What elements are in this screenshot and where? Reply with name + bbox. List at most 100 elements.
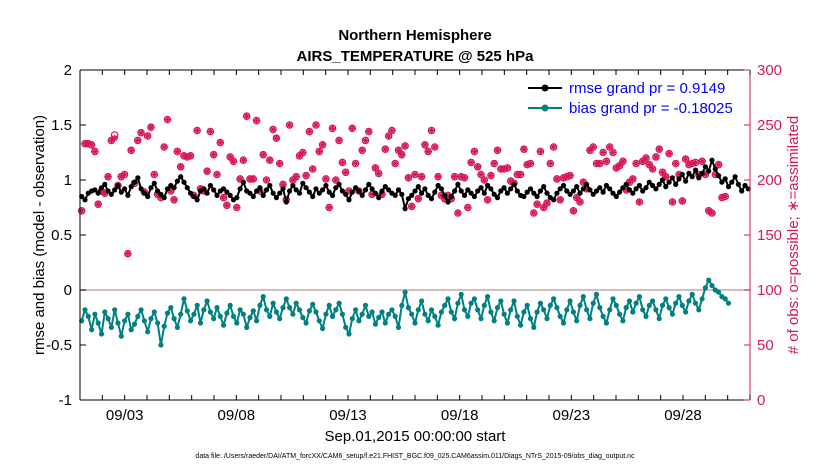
- bias-point: [508, 307, 514, 313]
- bias-point: [283, 296, 289, 302]
- obs-assimilated-stroke: [365, 128, 372, 135]
- obs-assimilated-stroke: [455, 210, 461, 216]
- bias-point: [534, 309, 540, 315]
- bias-point: [673, 300, 679, 306]
- obs-assimilated-stroke: [669, 199, 676, 205]
- legend-bias-label: bias grand pr = -0.18025: [569, 100, 733, 117]
- obs-assimilated-stroke: [227, 154, 233, 160]
- obs-assimilated-marker: [332, 176, 340, 184]
- bias-point: [412, 320, 418, 326]
- obs-assimilated-marker: [721, 193, 729, 200]
- rmse-point: [683, 178, 689, 184]
- obs-assimilated-stroke: [125, 250, 131, 257]
- obs-assimilated-marker: [517, 171, 525, 178]
- bias-point: [250, 308, 256, 314]
- obs-assimilated-stroke: [554, 176, 560, 182]
- rmse-point: [465, 187, 471, 193]
- bias-point: [89, 327, 95, 333]
- rmse-point: [306, 189, 312, 195]
- obs-assimilated-stroke: [280, 181, 286, 188]
- obs-assimilated-marker: [312, 121, 320, 129]
- obs-assimilated-marker: [348, 124, 356, 132]
- obs-assimilated-marker: [388, 127, 396, 134]
- bias-point: [471, 296, 477, 302]
- obs-assimilated-stroke: [451, 173, 458, 180]
- obs-assimilated-marker: [233, 204, 241, 211]
- rmse-point: [478, 185, 484, 191]
- obs-assimilated-stroke: [217, 139, 224, 146]
- obs-assimilated-marker: [253, 117, 260, 124]
- bias-point: [207, 309, 213, 315]
- obs-assimilated-marker: [434, 173, 442, 181]
- obs-assimilated-stroke: [306, 128, 313, 135]
- rmse-point: [155, 188, 161, 194]
- bias-point: [686, 298, 692, 304]
- obs-assimilated-stroke: [243, 113, 250, 120]
- rmse-point: [277, 190, 283, 196]
- bias-point: [603, 320, 610, 326]
- bias-point: [125, 311, 131, 317]
- bias-point: [362, 302, 369, 308]
- obs-assimilated-stroke: [620, 158, 626, 165]
- obs-assimilated-stroke: [336, 137, 342, 144]
- obs-assimilated-stroke: [527, 160, 534, 167]
- obs-assimilated-stroke: [471, 148, 478, 155]
- bias-point: [663, 296, 669, 302]
- bias-point: [320, 325, 326, 332]
- bias-point: [607, 307, 613, 313]
- bias-point: [419, 298, 425, 304]
- obs-assimilated-stroke: [352, 160, 359, 167]
- obs-assimilated-marker: [223, 201, 231, 209]
- obs-assimilated-stroke: [174, 148, 181, 155]
- rmse-point: [560, 182, 567, 189]
- bias-point: [151, 309, 157, 315]
- rmse-point: [303, 185, 309, 191]
- bias-point: [699, 296, 705, 302]
- rmse-point: [659, 177, 666, 183]
- bias-point: [461, 307, 468, 313]
- bias-point: [491, 318, 497, 324]
- obs-assimilated-marker: [401, 142, 409, 150]
- bias-point: [145, 329, 151, 335]
- rmse-point: [296, 190, 303, 196]
- obs-assimilated-marker: [629, 175, 637, 183]
- obs-assimilated-marker: [88, 141, 95, 149]
- obs-assimilated-stroke: [177, 163, 184, 170]
- rmse-point: [577, 190, 583, 196]
- obs-assimilated-stroke: [699, 158, 705, 165]
- y-tick-label: 0.5: [51, 227, 72, 244]
- rmse-point: [640, 188, 646, 194]
- legend: rmse grand pr = 0.9149 bias grand pr = -…: [522, 76, 744, 118]
- obs-assimilated-marker: [556, 196, 564, 204]
- obs-assimilated-marker: [249, 175, 257, 183]
- y-right-tick-label: 100: [757, 282, 782, 299]
- y-right-tick-label: 150: [757, 227, 782, 244]
- rmse-point: [488, 186, 494, 192]
- bias-point: [636, 294, 643, 300]
- bias-point: [237, 307, 243, 313]
- rmse-point: [138, 186, 144, 192]
- bias-point: [567, 298, 573, 304]
- y-right-tick-label: 250: [757, 117, 782, 134]
- bias-point: [541, 307, 547, 313]
- bias-point: [514, 313, 520, 319]
- rmse-point: [643, 185, 649, 191]
- rmse-point: [551, 197, 557, 203]
- chart-subtitle: AIRS_TEMPERATURE @ 525 hPa: [297, 48, 535, 65]
- rmse-point: [610, 190, 616, 196]
- bias-point: [501, 311, 507, 317]
- rmse-point: [485, 182, 491, 189]
- obs-assimilated-stroke: [557, 196, 564, 203]
- obs-assimilated-stroke: [679, 198, 686, 204]
- bias-point: [402, 289, 408, 295]
- obs-assimilated-marker: [365, 128, 373, 135]
- obs-assimilated-marker: [137, 129, 145, 137]
- bias-point: [669, 311, 676, 317]
- rmse-point: [221, 186, 227, 192]
- bias-point: [201, 307, 207, 313]
- obs-assimilated-marker: [550, 143, 558, 151]
- obs-assimilated-marker: [678, 197, 686, 205]
- obs-assimilated-marker: [411, 171, 419, 178]
- obs-assimilated-marker: [358, 146, 366, 154]
- obs-assimilated-stroke: [237, 176, 243, 182]
